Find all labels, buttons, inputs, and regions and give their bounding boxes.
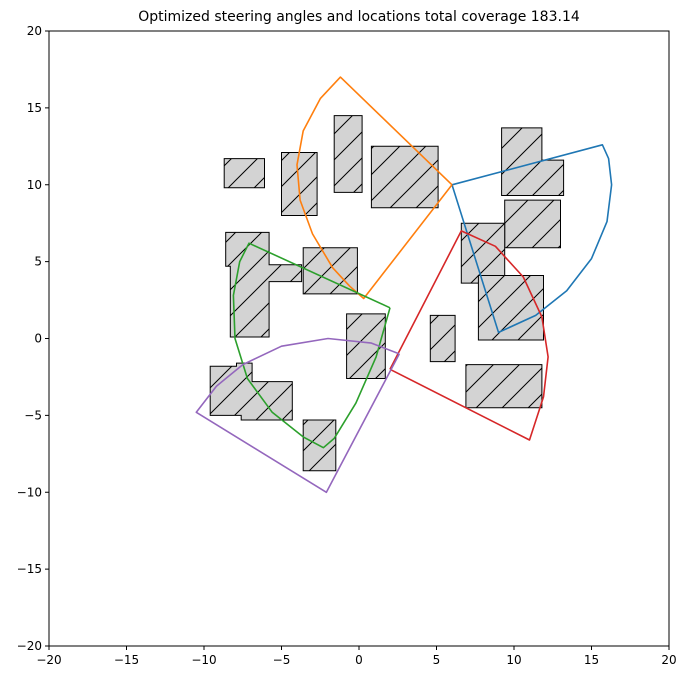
y-tick-label: −15 bbox=[17, 562, 42, 576]
x-tick-label: 20 bbox=[661, 653, 676, 667]
y-tick-label: −20 bbox=[17, 639, 42, 653]
x-tick-label: −15 bbox=[114, 653, 139, 667]
coverage-sector-4 bbox=[389, 230, 549, 441]
x-tick-label: −20 bbox=[36, 653, 61, 667]
x-tick-label: 5 bbox=[433, 653, 441, 667]
obstacle-4 bbox=[370, 145, 439, 209]
obstacle-10 bbox=[477, 275, 544, 341]
coverage-sector-1 bbox=[451, 144, 613, 334]
x-axis-ticks: −20 −15 −10 −5 0 5 10 15 20 bbox=[36, 646, 677, 667]
obstacle-6 bbox=[504, 199, 561, 249]
obstacle-8 bbox=[302, 247, 358, 295]
x-tick-label: 15 bbox=[584, 653, 599, 667]
x-tick-label: −5 bbox=[273, 653, 291, 667]
coverage-sectors-layer bbox=[195, 76, 613, 494]
y-tick-label: −5 bbox=[24, 408, 42, 422]
chart-title: Optimized steering angles and locations … bbox=[138, 9, 580, 25]
x-tick-label: −10 bbox=[191, 653, 216, 667]
coverage-sector-2 bbox=[296, 76, 453, 300]
obstacle-5 bbox=[501, 127, 565, 196]
x-tick-label: 0 bbox=[355, 653, 363, 667]
obstacle-7 bbox=[225, 231, 303, 338]
y-tick-label: 15 bbox=[27, 101, 42, 115]
coverage-sector-5 bbox=[195, 337, 401, 494]
obstacle-14 bbox=[465, 364, 543, 409]
obstacle-13 bbox=[429, 314, 456, 363]
y-tick-label: 20 bbox=[27, 24, 42, 38]
x-tick-label: 10 bbox=[506, 653, 521, 667]
obstacle-3 bbox=[333, 115, 363, 193]
obstacle-9 bbox=[460, 222, 506, 284]
y-tick-label: 0 bbox=[34, 332, 42, 346]
y-tick-label: 10 bbox=[27, 178, 42, 192]
y-tick-label: 5 bbox=[34, 255, 42, 269]
y-axis-ticks: −20 −15 −10 −5 0 5 10 15 20 bbox=[17, 24, 49, 653]
obstacle-11 bbox=[209, 362, 293, 421]
coverage-sector-3 bbox=[232, 242, 391, 449]
obstacle-12 bbox=[346, 313, 386, 379]
obstacle-1 bbox=[223, 158, 265, 189]
y-tick-label: −10 bbox=[17, 485, 42, 499]
